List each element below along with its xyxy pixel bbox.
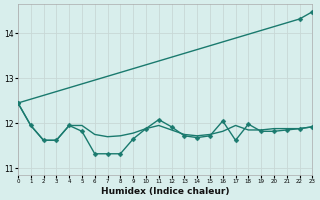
X-axis label: Humidex (Indice chaleur): Humidex (Indice chaleur) [101, 187, 229, 196]
